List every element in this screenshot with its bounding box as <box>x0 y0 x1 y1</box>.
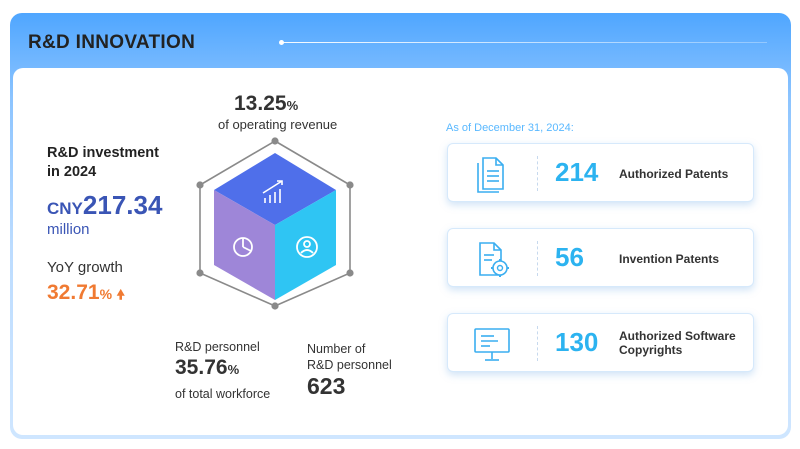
document-icon <box>477 157 504 193</box>
investment-label-line2: in 2024 <box>47 164 97 180</box>
card-label-line1: Authorized Software <box>619 329 736 343</box>
pie-chart-icon <box>233 237 253 257</box>
card-software-copyrights: 130 Authorized Software Copyrights <box>447 313 754 372</box>
personnel-count-value: 623 <box>307 373 346 399</box>
personnel-ratio-value: 35.76% <box>175 356 239 380</box>
personnel-ratio-sub: of total workforce <box>175 387 271 401</box>
monitor-icon <box>474 328 510 361</box>
investment-label: R&D investment in 2024 <box>47 144 159 182</box>
yoy-growth-unit: % <box>99 286 113 302</box>
page-title: R&D INNOVATION <box>28 32 196 53</box>
operating-revenue-label: of operating revenue <box>218 117 338 132</box>
card-invention-patents: 56 Invention Patents <box>447 228 754 287</box>
card-number: 130 <box>555 327 599 357</box>
investment-currency: CNY <box>47 199 83 218</box>
investment-unit: million <box>47 221 90 238</box>
personnel-ratio-label: R&D personnel <box>175 340 260 354</box>
card-label-line1: Invention Patents <box>619 252 720 266</box>
cube-right-face <box>275 190 336 300</box>
gear-document-icon <box>479 242 509 277</box>
card-label: Authorized Patents <box>619 167 728 181</box>
card-label: Authorized Software Copyrights <box>619 329 736 357</box>
header-divider-dot <box>279 40 284 45</box>
user-icon <box>296 236 318 258</box>
card-label-line2: Copyrights <box>619 343 683 357</box>
yoy-growth-number: 32.71 <box>47 281 100 304</box>
operating-revenue-number: 13.25 <box>234 92 287 115</box>
operating-revenue-value: 13.25% <box>234 92 298 116</box>
card-divider <box>537 241 538 276</box>
personnel-ratio-unit: % <box>227 362 240 377</box>
card-authorized-patents: 214 Authorized Patents <box>447 143 754 202</box>
card-divider <box>537 326 538 361</box>
personnel-count-label: Number of R&D personnel <box>307 341 392 373</box>
growth-chart-icon <box>262 180 283 203</box>
card-label: Invention Patents <box>619 252 719 266</box>
card-number: 56 <box>555 242 584 272</box>
investment-label-line1: R&D investment <box>47 145 159 161</box>
as-of-date: As of December 31, 2024: <box>446 122 574 134</box>
operating-revenue-unit: % <box>286 98 299 113</box>
card-number: 214 <box>555 157 599 187</box>
personnel-count-label-line2: R&D personnel <box>307 358 392 372</box>
cube-left-face <box>214 190 275 300</box>
personnel-ratio-number: 35.76 <box>175 356 228 379</box>
yoy-growth-value: 32.71% 🠝 <box>47 281 125 308</box>
investment-value: CNY217.34 <box>47 190 162 225</box>
arrow-up-icon: 🠝 <box>116 287 125 302</box>
cube-top-face <box>214 153 336 225</box>
hexagon-vertex-dots <box>196 137 354 310</box>
yoy-growth-label: YoY growth <box>47 259 123 276</box>
card-label-line1: Authorized Patents <box>619 167 729 181</box>
investment-amount: 217.34 <box>82 190 163 220</box>
card-divider <box>537 156 538 191</box>
header-divider-line <box>282 42 767 43</box>
personnel-count-label-line1: Number of <box>307 342 366 356</box>
rd-cube-graphic <box>196 137 354 310</box>
